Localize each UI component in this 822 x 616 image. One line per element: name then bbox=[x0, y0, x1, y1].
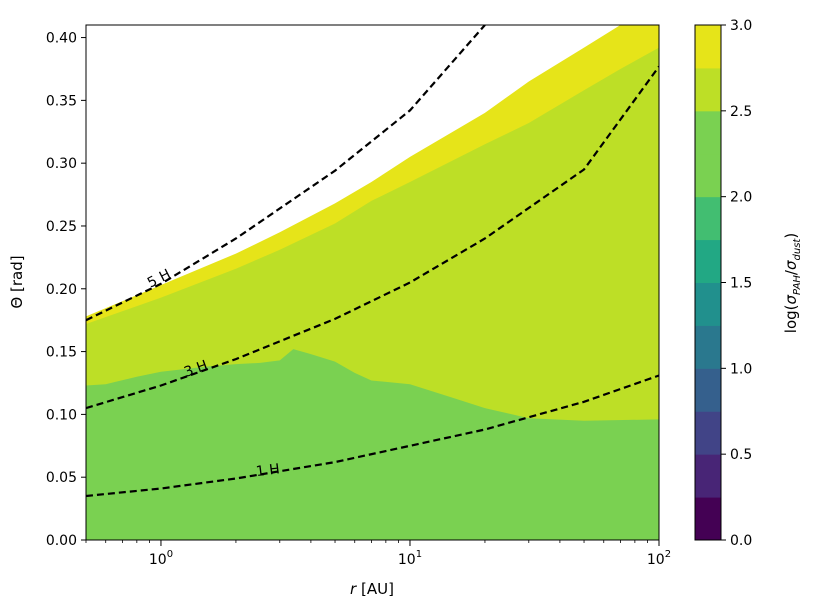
x-tick-label: 102 bbox=[647, 549, 671, 568]
colorbar-tick-label: 2.5 bbox=[730, 104, 752, 120]
colorbar-level bbox=[695, 411, 721, 455]
scale-height-label: 3 H bbox=[182, 358, 210, 381]
scale-height-lines bbox=[86, 25, 659, 498]
y-tick-label: 0.15 bbox=[46, 345, 77, 361]
y-tick-label: 0.35 bbox=[46, 93, 77, 109]
y-tick-label: 0.00 bbox=[46, 533, 77, 549]
x-tick-label: 100 bbox=[149, 549, 173, 568]
x-axis-ticks: 100 101 102 bbox=[85, 540, 671, 568]
colorbar-level bbox=[695, 325, 721, 369]
y-tick-label: 0.40 bbox=[46, 31, 77, 47]
y-axis-label: Θ [rad] bbox=[8, 255, 26, 308]
colorbar-level bbox=[695, 239, 721, 283]
colorbar-label: log(σPAH/σdust) bbox=[782, 233, 803, 333]
colorbar-tick-label: 2.0 bbox=[730, 190, 752, 206]
scale-height-line bbox=[86, 25, 486, 322]
plot-area: 1 H3 H5 H 0.000.050.100.150.200.250.300.… bbox=[46, 24, 671, 568]
y-tick-label: 0.20 bbox=[46, 282, 77, 298]
plot-frame bbox=[85, 24, 660, 541]
y-axis-ticks: 0.00 0.05 0.10 0.15 0.20 0.25 0.30 0.35 0.40 bbox=[46, 31, 86, 549]
colorbar: 0.0 0.5 1.0 1.5 2.0 2.5 3.0 log(σPAH/σdust) bbox=[694, 18, 803, 549]
scale-height-label: 1 H bbox=[255, 461, 281, 480]
colorbar-level bbox=[695, 25, 721, 69]
contour-region bbox=[86, 349, 659, 540]
y-tick-label: 0.10 bbox=[46, 407, 77, 423]
x-axis-label: r [AU] bbox=[350, 580, 394, 598]
colorbar-level bbox=[695, 368, 721, 412]
y-tick-label: 0.05 bbox=[46, 470, 77, 486]
colorbar-tick-label: 1.0 bbox=[730, 361, 752, 377]
y-tick-label: 0.25 bbox=[46, 219, 77, 235]
scale-height-line bbox=[86, 374, 659, 498]
colorbar-level bbox=[695, 67, 721, 112]
colorbar-tick-label: 0.5 bbox=[730, 447, 752, 463]
colorbar-tick-label: 3.0 bbox=[730, 18, 752, 34]
colorbar-level bbox=[695, 110, 721, 155]
colorbar-tick-label: 0.0 bbox=[730, 533, 752, 549]
scale-height-line bbox=[86, 65, 659, 410]
colorbar-level bbox=[695, 153, 721, 198]
x-tick-label: 101 bbox=[398, 549, 422, 568]
colorbar-level bbox=[695, 282, 721, 326]
colorbar-level bbox=[695, 497, 721, 541]
colorbar-tick-label: 1.5 bbox=[730, 276, 752, 292]
y-tick-label: 0.30 bbox=[46, 156, 77, 172]
colorbar-level bbox=[695, 196, 721, 241]
colorbar-level bbox=[695, 454, 721, 498]
contour-regions bbox=[86, 25, 659, 540]
